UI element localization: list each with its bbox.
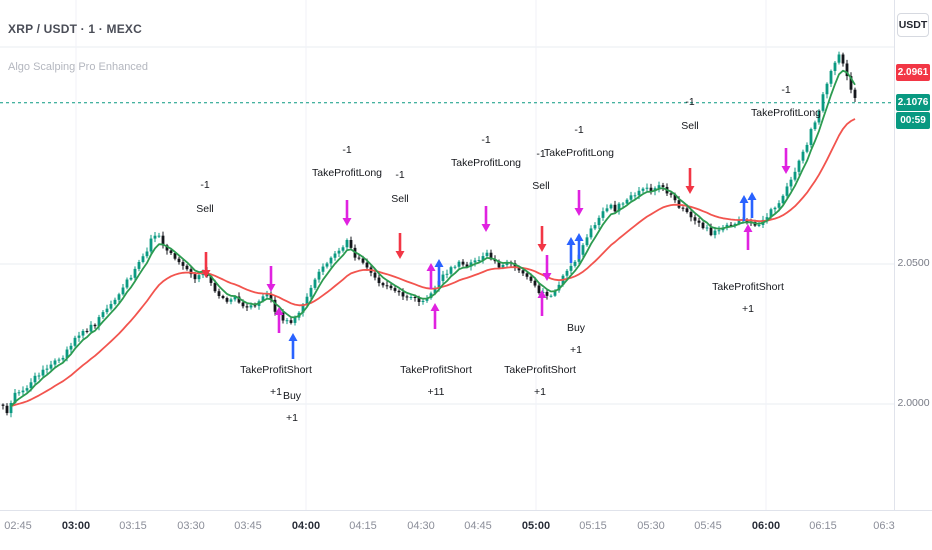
fast-ma-line: [10, 69, 856, 408]
gridlines: [0, 0, 895, 510]
time-tick: 06:15: [809, 520, 837, 532]
candles-series: [1, 51, 857, 418]
time-tick: 05:45: [694, 520, 722, 532]
indicator-value-badge: 2.0961: [896, 64, 930, 81]
time-tick: 05:30: [637, 520, 665, 532]
time-tick: 03:15: [119, 520, 147, 532]
countdown-badge: 00:59: [896, 112, 930, 129]
last-price-badge: 2.1076: [896, 94, 930, 111]
currency-toggle[interactable]: USDT: [897, 13, 929, 37]
time-tick: 04:30: [407, 520, 435, 532]
time-tick: 06:00: [751, 520, 781, 532]
price-level-label: 2.0500: [897, 257, 930, 269]
time-tick: 03:45: [234, 520, 262, 532]
price-axis[interactable]: USDT 2.0500 2.0000 2.0961 2.1076 00:59: [894, 0, 932, 511]
time-tick: 05:00: [521, 520, 551, 532]
time-tick: 03:00: [61, 520, 91, 532]
price-level-label: 2.0000: [897, 397, 930, 409]
time-tick: 04:15: [349, 520, 377, 532]
time-tick: 04:00: [291, 520, 321, 532]
time-tick: 06:3: [873, 520, 895, 532]
time-tick: 03:30: [177, 520, 205, 532]
time-tick: 04:45: [464, 520, 492, 532]
slow-ma-line: [10, 118, 856, 407]
time-tick: 02:45: [4, 520, 32, 532]
signal-arrows: [201, 148, 791, 359]
time-axis[interactable]: 02:45 03:00 03:15 03:30 03:45 04:00 04:15 04:30…: [0, 510, 932, 550]
time-tick: 05:15: [579, 520, 607, 532]
